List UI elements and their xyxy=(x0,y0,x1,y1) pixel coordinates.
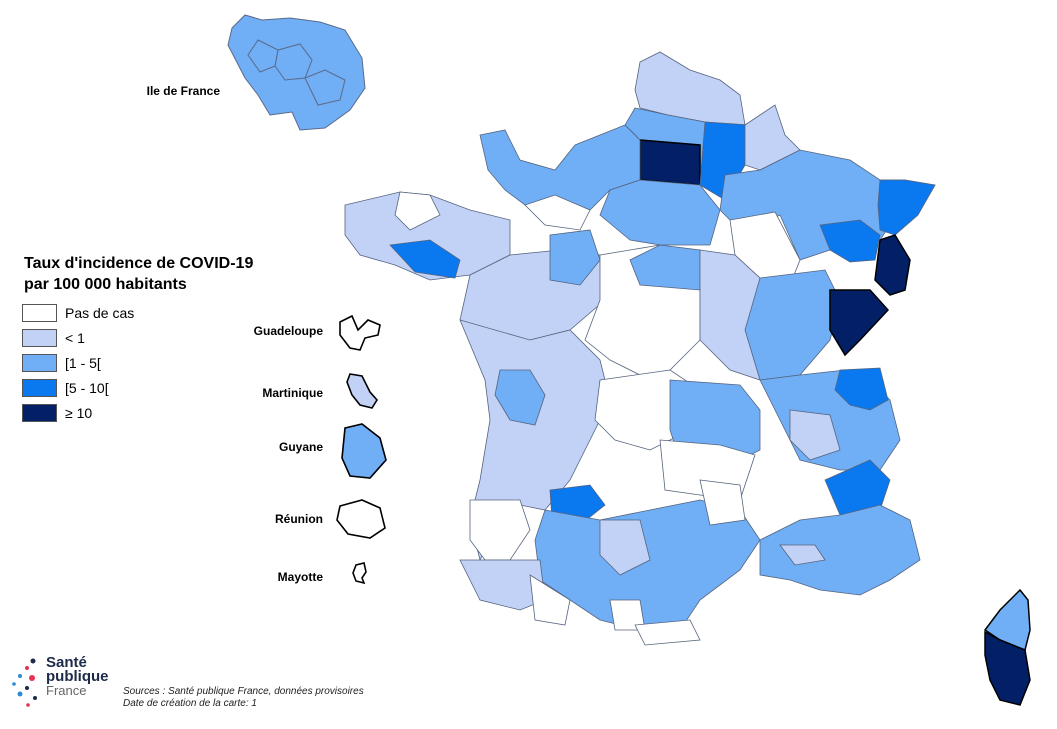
mayotte-shape xyxy=(352,562,367,585)
legend-item-no-cases: Pas de cas xyxy=(22,303,134,323)
label-idf: Ile de France xyxy=(146,84,220,98)
legend-swatch xyxy=(22,304,57,322)
guadeloupe-shape xyxy=(339,314,381,351)
label-mayotte: Mayotte xyxy=(277,570,323,584)
logo-line3: France xyxy=(46,683,87,698)
legend-label: ≥ 10 xyxy=(65,405,93,421)
legend-label: [5 - 10[ xyxy=(65,380,109,396)
logo-line2: publique xyxy=(46,668,109,685)
logo-line1: Santé xyxy=(46,654,87,671)
legend-title-line2: par 100 000 habitants xyxy=(24,276,187,293)
legend-label: < 1 xyxy=(65,330,85,346)
legend-item-lt1: < 1 xyxy=(22,328,85,348)
martinique-shape xyxy=(346,373,378,409)
label-martinique: Martinique xyxy=(262,386,323,400)
legend-swatch xyxy=(22,404,57,422)
legend-swatch xyxy=(22,354,57,372)
legend-swatch xyxy=(22,329,57,347)
mainland-france xyxy=(344,51,936,646)
guyane-shape xyxy=(341,423,387,479)
legend-item-5-10: [5 - 10[ xyxy=(22,378,109,398)
label-guyane: Guyane xyxy=(278,440,323,454)
legend-title: Taux d'incidence de COVID-19 par 100 000… xyxy=(24,253,253,295)
corse xyxy=(983,588,1031,706)
legend-label: Pas de cas xyxy=(65,305,135,321)
sources-note: Sources : Santé publique France, données… xyxy=(123,686,364,710)
reunion-shape xyxy=(336,499,386,539)
sources-line1: Sources : Santé publique France, données… xyxy=(123,686,364,697)
legend-label: [1 - 5[ xyxy=(65,355,101,371)
spf-logo-text: Santé publique France xyxy=(46,654,109,698)
overseas-insets xyxy=(336,314,387,585)
sources-line2: Date de création de la carte: 1 xyxy=(123,698,257,709)
label-guadeloupe: Guadeloupe xyxy=(253,324,323,338)
legend-title-line1: Taux d'incidence de COVID-19 xyxy=(24,255,254,272)
legend-item-ge10: ≥ 10 xyxy=(22,403,92,423)
idf-inset xyxy=(227,14,366,131)
legend-swatch xyxy=(22,379,57,397)
spf-logo-mark xyxy=(12,658,37,707)
legend-item-1-5: [1 - 5[ xyxy=(22,353,101,373)
label-reunion: Réunion xyxy=(275,512,323,526)
